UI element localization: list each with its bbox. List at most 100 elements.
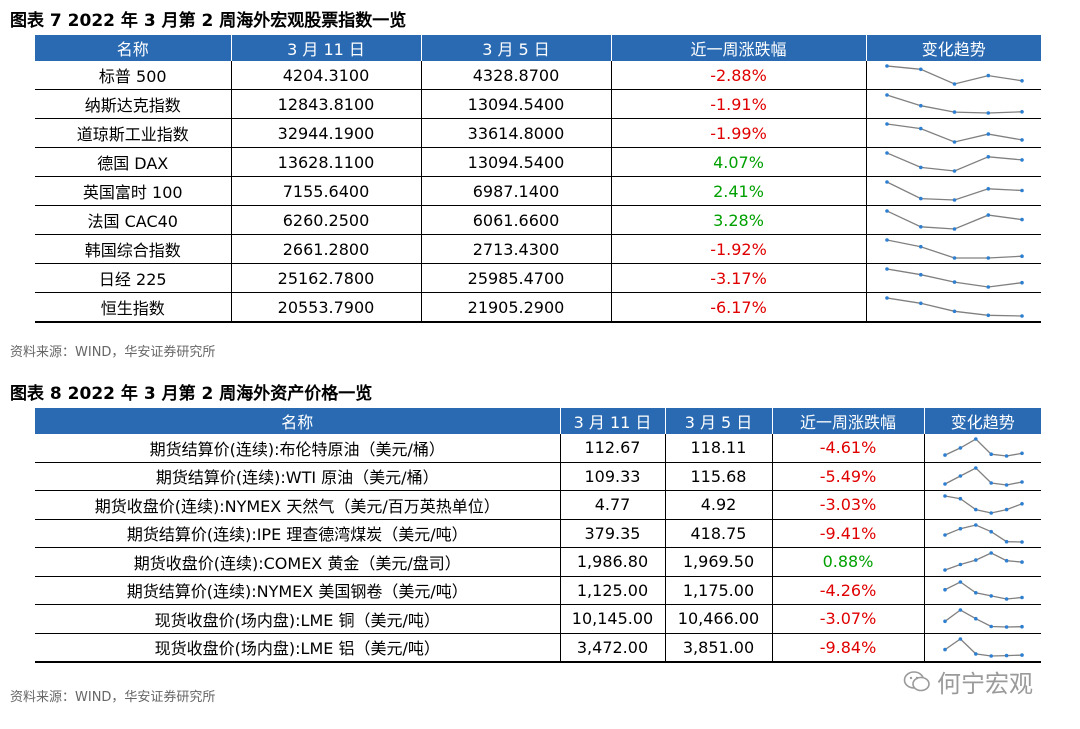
cell-change: -3.07% (772, 604, 925, 634)
cell-date1: 1,125.00 (560, 576, 666, 605)
trend-point (1019, 595, 1024, 600)
trend-sparkline (884, 267, 1024, 289)
cell-date1: 12843.8100 (231, 89, 422, 119)
trend-point (918, 225, 923, 229)
trend-point (884, 151, 889, 155)
trend-point (1019, 158, 1024, 162)
table-row: 期货收盘价(连续):COMEX 黄金（美元/盘司） 1,986.80 1,969.5… (35, 547, 1041, 577)
trend-point (884, 122, 889, 126)
trend-point (986, 187, 990, 191)
cell-name: 期货结算价(连续):IPE 理查德湾煤炭（美元/吨） (35, 519, 561, 548)
cell-date1: 13628.1100 (231, 147, 422, 177)
table-row: 期货收盘价(连续):NYMEX 天然气（美元/百万英热单位） 4.77 4.92 -3… (35, 490, 1041, 520)
cell-date1: 4.77 (560, 490, 666, 520)
table-row: 法国 CAC40 6260.2500 6061.6600 3.28% (35, 205, 1041, 235)
cell-change: -2.88% (611, 61, 867, 90)
cell-date1: 6260.2500 (231, 205, 422, 235)
cell-name: 法国 CAC40 (35, 205, 232, 235)
trend-line (944, 438, 1022, 457)
cell-change: 3.28% (611, 205, 867, 235)
table-row: 纳斯达克指数 12843.8100 13094.5400 -1.91% (35, 89, 1041, 119)
cell-trend (924, 604, 1041, 634)
trend-point (958, 526, 962, 531)
table-row: 英国富时 100 7155.6400 6987.1400 2.41% (35, 176, 1041, 206)
trend-point (1019, 314, 1024, 318)
trend-sparkline (942, 579, 1024, 601)
trend-point (942, 587, 947, 592)
cell-trend (924, 633, 1041, 663)
trend-sparkline (942, 494, 1024, 516)
trend-point (958, 497, 962, 501)
trend-line (944, 552, 1022, 571)
trend-point (958, 562, 962, 567)
trend-point (986, 313, 990, 318)
trend-point (918, 67, 923, 72)
header-date2: 3 月 5 日 (665, 408, 773, 434)
trend-point (1019, 110, 1024, 114)
trend-point (988, 452, 993, 457)
trend-point (958, 446, 962, 450)
cell-date2: 33614.8000 (421, 118, 612, 148)
trend-sparkline (942, 522, 1024, 544)
cell-trend (924, 547, 1041, 577)
trend-sparkline (884, 180, 1024, 202)
cell-name: 德国 DAX (35, 147, 232, 177)
trend-line (944, 637, 1022, 657)
trend-point (958, 636, 962, 641)
equity-index-table: 名称 3 月 11 日 3 月 5 日 近一周涨跌幅 变化趋势 标普 500 42… (35, 35, 1041, 323)
cell-name: 期货结算价(连续):布伦特原油（美元/桶） (35, 434, 561, 463)
trend-sparkline (942, 437, 1024, 459)
trend-point (942, 453, 947, 458)
trend-point (988, 511, 993, 516)
trend-sparkline (884, 238, 1024, 260)
cell-date2: 4328.8700 (421, 61, 612, 90)
cell-date1: 4204.3100 (231, 61, 422, 90)
trend-line (886, 181, 1022, 201)
cell-date2: 10,466.00 (665, 604, 773, 634)
trend-point (918, 196, 923, 201)
cell-trend (924, 490, 1041, 520)
cell-trend (866, 61, 1041, 90)
trend-point (1019, 188, 1024, 193)
trend-point (884, 93, 889, 97)
trend-point (1019, 560, 1024, 565)
trend-sparkline (942, 636, 1024, 658)
cell-trend (866, 234, 1041, 264)
header-trend: 变化趋势 (866, 35, 1041, 61)
trend-point (884, 238, 889, 242)
trend-point (884, 64, 889, 68)
trend-point (942, 619, 947, 624)
trend-line (944, 495, 1022, 514)
trend-point (918, 103, 923, 108)
trend-point (973, 437, 978, 442)
trend-point (1019, 138, 1024, 142)
cell-date1: 10,145.00 (560, 604, 666, 634)
table-row: 德国 DAX 13628.1100 13094.5400 4.07% (35, 147, 1041, 177)
trend-point (988, 480, 993, 485)
trend-point (952, 82, 956, 86)
trend-point (884, 296, 889, 300)
trend-line (886, 65, 1022, 85)
trend-point (1004, 482, 1008, 487)
cell-change: -6.17% (611, 292, 867, 323)
table-row: 恒生指数 20553.7900 21905.2900 -6.17% (35, 292, 1041, 323)
trend-point (988, 653, 993, 658)
cell-date2: 1,175.00 (665, 576, 773, 605)
cell-name: 纳斯达克指数 (35, 89, 232, 119)
cell-trend (866, 205, 1041, 235)
cell-date2: 115.68 (665, 462, 773, 491)
trend-point (973, 508, 978, 512)
trend-point (986, 155, 990, 159)
table2-source: 资料来源：WIND，华安证券研究所 (10, 690, 216, 705)
cell-date2: 2713.4300 (421, 234, 612, 264)
table-header-row: 名称 3 月 11 日 3 月 5 日 近一周涨跌幅 变化趋势 (35, 35, 1041, 61)
cell-date1: 32944.1900 (231, 118, 422, 148)
trend-point (918, 165, 923, 170)
cell-date2: 3,851.00 (665, 633, 773, 663)
trend-point (1019, 79, 1024, 83)
cell-date1: 112.67 (560, 434, 666, 463)
cell-trend (866, 263, 1041, 293)
header-date1: 3 月 11 日 (231, 35, 422, 61)
cell-change: 4.07% (611, 147, 867, 177)
trend-point (918, 272, 923, 277)
